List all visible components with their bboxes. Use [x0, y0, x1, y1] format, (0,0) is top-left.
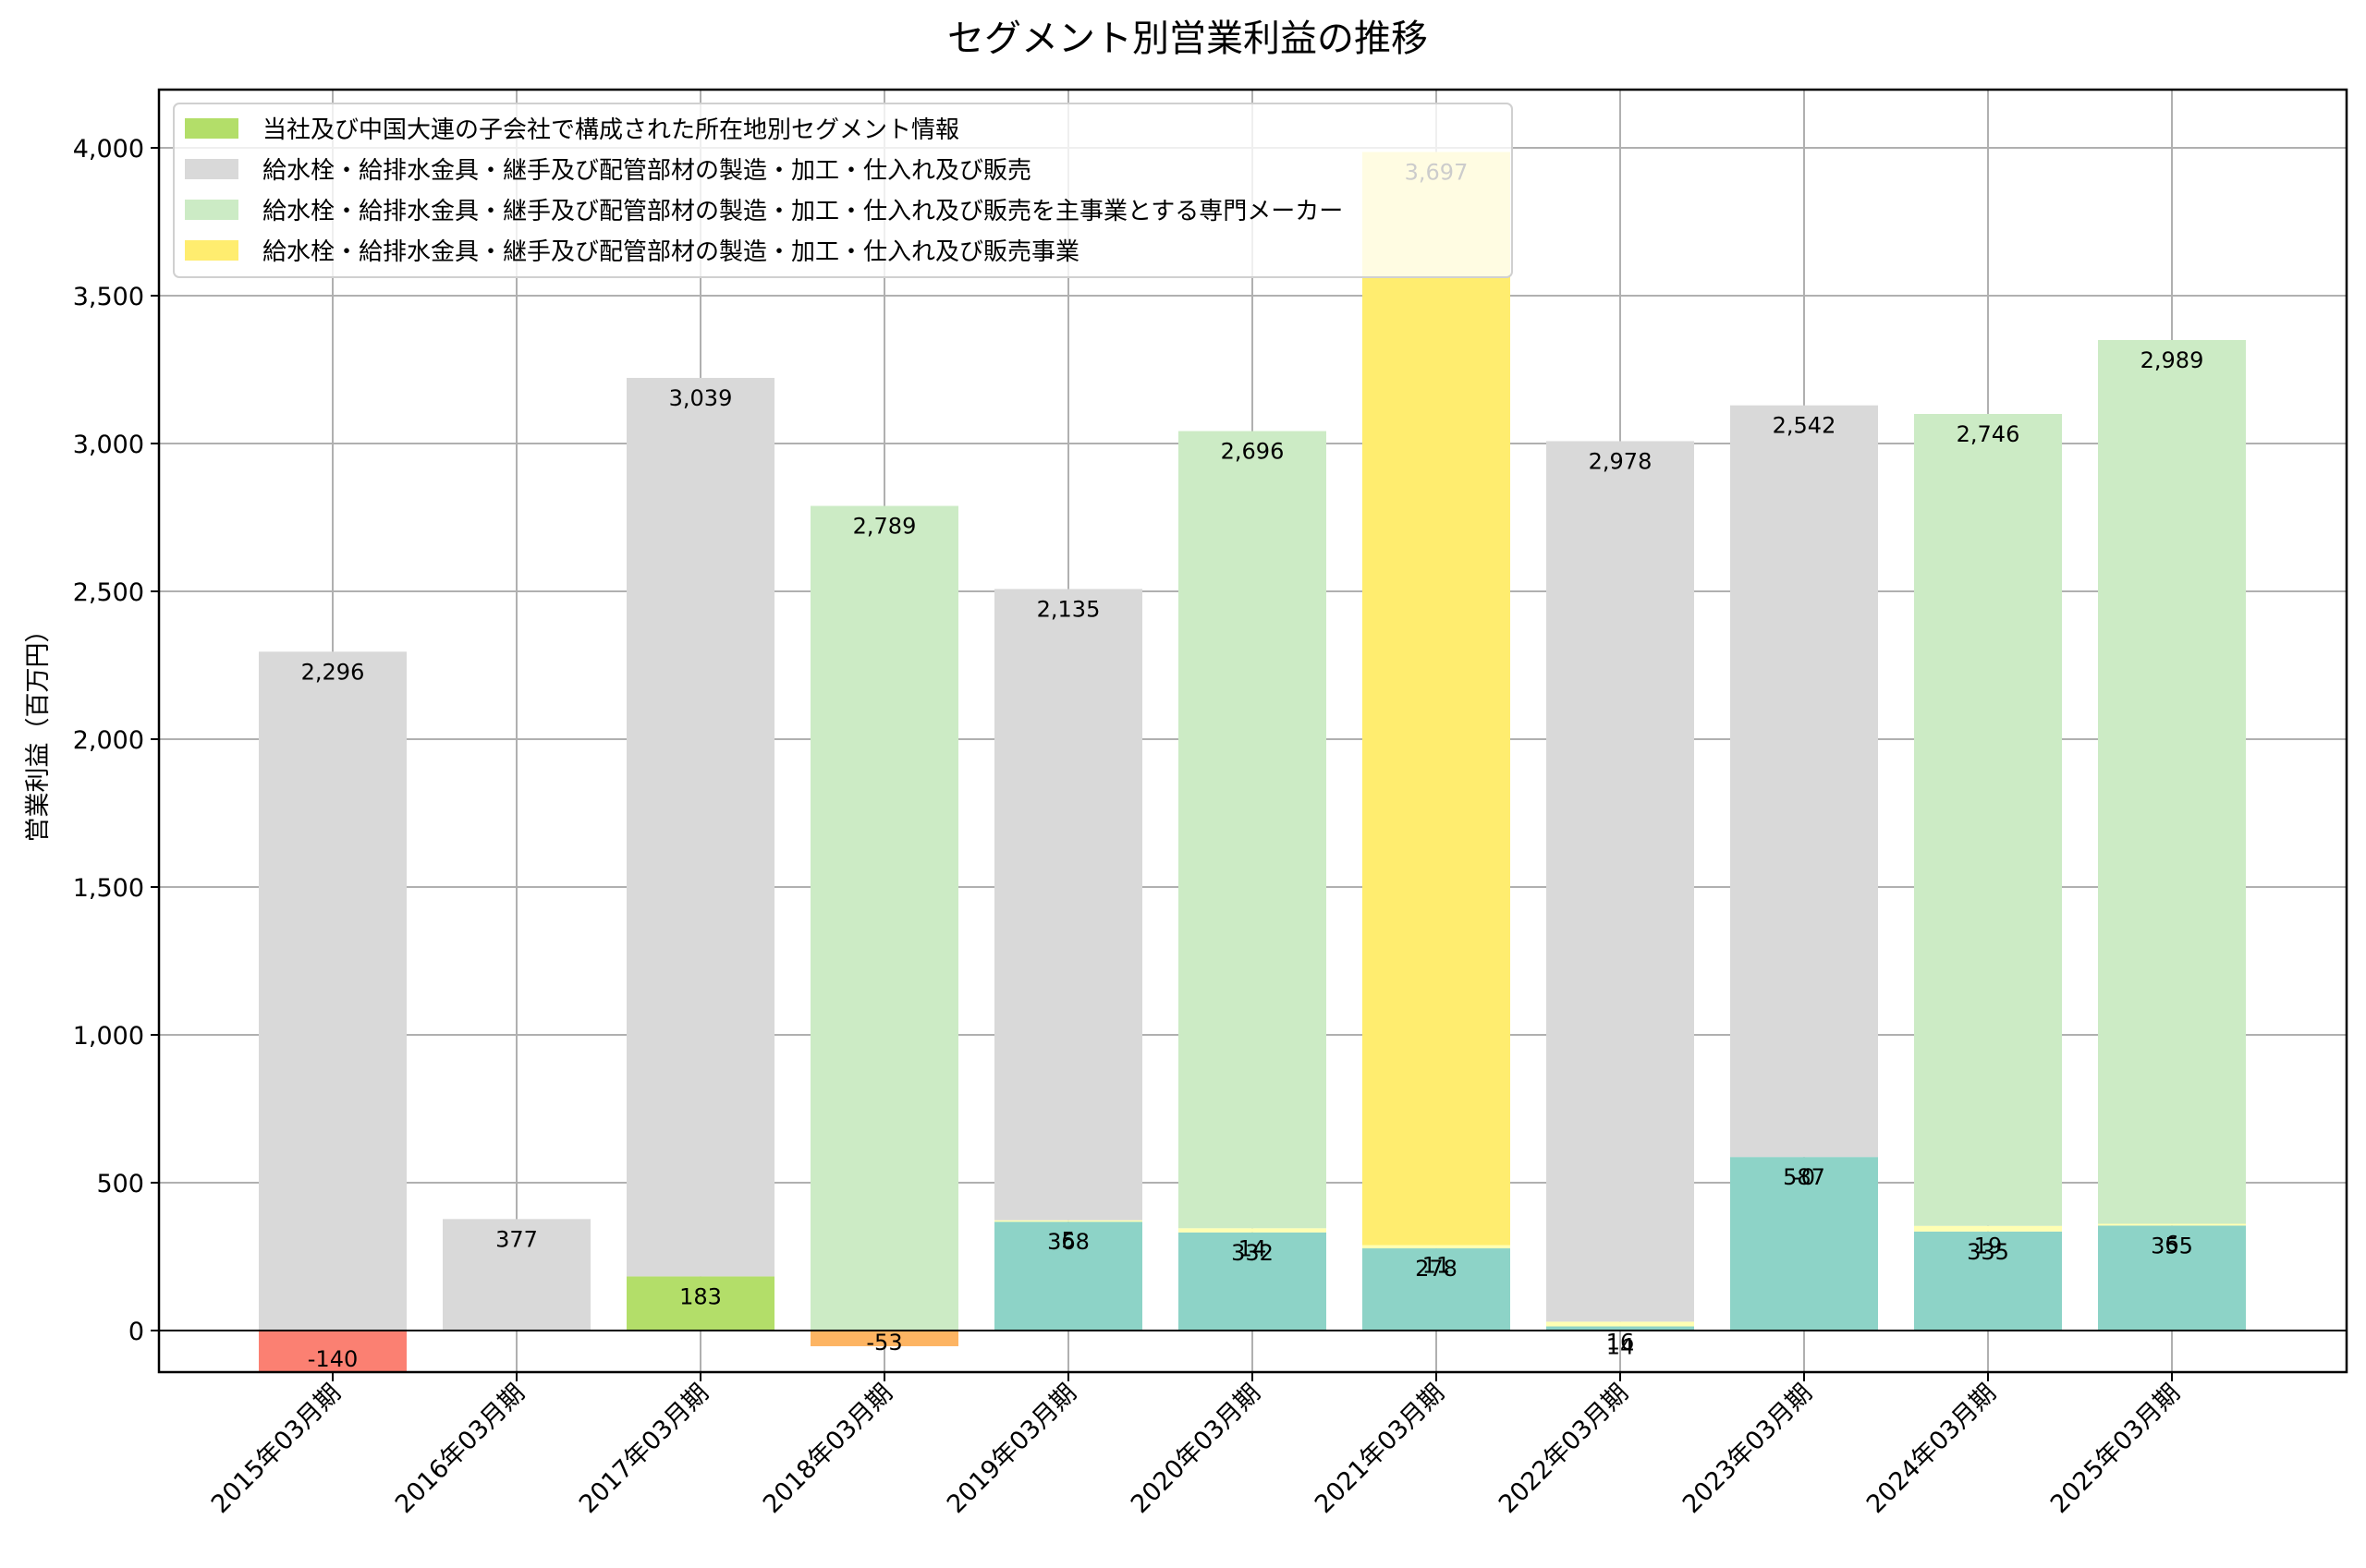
bar-value-label: 2,296	[301, 659, 365, 685]
bar-segment	[994, 1220, 1142, 1222]
y-tick-label: 2,000	[73, 726, 144, 755]
x-tick-label: 2019年03月期	[942, 1379, 1082, 1519]
legend-label: 給水栓・給排水金具・継手及び配管部材の製造・加工・仕入れ及び販売	[262, 157, 1031, 185]
bar-segment	[811, 505, 958, 1331]
y-tick-label: 1,000	[73, 1022, 144, 1051]
legend-box	[173, 103, 1513, 278]
x-tick-label: 2018年03月期	[758, 1379, 898, 1519]
bar-value-label: 11	[1422, 1253, 1451, 1279]
bar-segment	[1914, 1225, 2062, 1232]
bar-segment	[1730, 1157, 1878, 1331]
bar-value-label: 2,978	[1589, 448, 1653, 474]
bar-segment	[2098, 340, 2246, 1224]
legend: 当社及び中国大連の子会社で構成された所在地別セグメント情報給水栓・給排水金具・継…	[173, 103, 1513, 278]
y-tick-label: 500	[96, 1170, 144, 1198]
bar-segment	[1914, 1231, 2062, 1331]
y-tick-label: 4,000	[73, 135, 144, 164]
bar-value-label: 368	[1047, 1229, 1090, 1255]
bar-value-label: 355	[2151, 1233, 2193, 1258]
bar-segment	[1362, 152, 1510, 1246]
bar-segment	[627, 1276, 774, 1331]
bar-value-label: 6	[2165, 1231, 2178, 1257]
x-tick-label: 2015年03月期	[206, 1379, 347, 1519]
x-axis: 2015年03月期 2016年03月期 2017年03月期 2018年03月期 2019…	[206, 1372, 2186, 1519]
bar-value-label: 2,789	[853, 514, 917, 540]
bar-value-label: -53	[866, 1330, 902, 1355]
bar-segment	[2098, 1225, 2246, 1331]
bar-segment	[1914, 414, 2062, 1226]
bar-segment	[1178, 1232, 1326, 1331]
bar-segment	[443, 1219, 591, 1331]
legend-swatch	[185, 159, 238, 179]
y-tick-label: 3,000	[73, 431, 144, 459]
bar-segment	[1362, 1245, 1510, 1249]
x-tick-label: 2016年03月期	[390, 1379, 531, 1519]
bar-value-label: 14	[1238, 1235, 1267, 1261]
x-tick-label: 2017年03月期	[574, 1379, 714, 1519]
bar-value-label: 2,135	[1037, 596, 1101, 622]
y-tick-label: 0	[128, 1318, 144, 1346]
bar-segment	[1546, 1321, 1694, 1327]
legend-swatch	[185, 118, 238, 139]
bar-value-label: 278	[1415, 1256, 1457, 1282]
bar-segment	[1178, 1228, 1326, 1233]
bar-value-label: -0	[1793, 1164, 1815, 1190]
bar-segment	[627, 377, 774, 1277]
bar-segment	[994, 1222, 1142, 1331]
legend-label: 当社及び中国大連の子会社で構成された所在地別セグメント情報	[262, 116, 959, 144]
y-tick-label: 2,500	[73, 578, 144, 607]
bar-segment	[1178, 431, 1326, 1229]
bar-value-label: 5	[1061, 1228, 1075, 1254]
legend-label: 給水栓・給排水金具・継手及び配管部材の製造・加工・仕入れ及び販売事業	[262, 238, 1079, 266]
bar-value-label: 2,542	[1773, 413, 1836, 439]
x-tick-label: 2025年03月期	[2045, 1379, 2186, 1519]
bar-segment	[994, 589, 1142, 1221]
bar-segment	[259, 1331, 407, 1372]
bar-segment	[811, 1331, 958, 1346]
bar-segment	[1546, 441, 1694, 1322]
bars	[259, 152, 2246, 1372]
bar-segment	[1546, 1326, 1694, 1331]
bar-value-label: 2,989	[2140, 347, 2204, 373]
bar-value-label: 16	[1606, 1329, 1635, 1355]
bar-value-label: 3,039	[669, 385, 733, 411]
bar-value-label: 14	[1606, 1334, 1635, 1360]
legend-swatch	[185, 240, 238, 261]
bar-segment	[1362, 1248, 1510, 1331]
bar-value-label: 2,746	[1957, 421, 2020, 447]
bar-value-label: 377	[495, 1226, 538, 1252]
bar-segment	[1730, 405, 1878, 1158]
x-tick-label: 2020年03月期	[1126, 1379, 1266, 1519]
x-tick-label: 2024年03月期	[1861, 1379, 2002, 1519]
bar-value-label: 19	[1974, 1234, 2003, 1259]
bar-value-label: 2,696	[1221, 439, 1285, 465]
bar-value-label: 587	[1783, 1164, 1825, 1190]
bar-value-label: 332	[1231, 1240, 1274, 1266]
x-tick-label: 2022年03月期	[1494, 1379, 1634, 1519]
chart-title: セグメント別営業利益の推移	[947, 18, 1428, 60]
y-axis: 0 500 1,000 1,500 2,000 2,500 3,000 3,500 4,000	[73, 135, 159, 1346]
bar-value-label: 183	[679, 1283, 722, 1309]
bar-value-label: 335	[1967, 1239, 2009, 1265]
y-axis-label: 営業利益（百万円）	[24, 618, 53, 843]
legend-label: 給水栓・給排水金具・継手及び配管部材の製造・加工・仕入れ及び販売を主事業とする専…	[262, 198, 1343, 225]
bar-value-label: -140	[308, 1346, 358, 1372]
x-tick-label: 2023年03月期	[1677, 1379, 1818, 1519]
bar-segment	[259, 651, 407, 1331]
x-tick-label: 2021年03月期	[1310, 1379, 1450, 1519]
legend-swatch	[185, 200, 238, 220]
y-tick-label: 3,500	[73, 283, 144, 311]
bar-segment	[2098, 1223, 2246, 1226]
y-tick-label: 1,500	[73, 874, 144, 903]
